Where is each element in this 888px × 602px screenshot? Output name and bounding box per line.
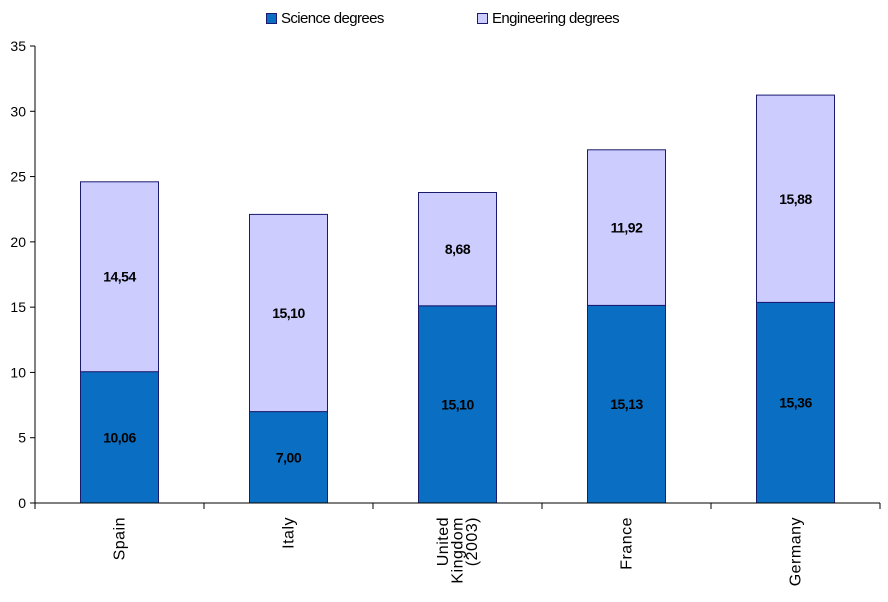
x-category-label: Germany	[788, 517, 805, 586]
data-label: 15,10	[441, 396, 474, 412]
legend-item-engineering: Engineering degrees	[477, 10, 620, 27]
data-label: 15,88	[779, 191, 812, 207]
bar-science-2	[418, 305, 497, 504]
bar-science-0	[80, 371, 159, 504]
x-category-label: Spain	[112, 517, 129, 560]
x-category-label-line: France	[619, 517, 636, 570]
bar-engineering-0	[80, 181, 159, 373]
y-tick-label: 30	[10, 103, 26, 119]
y-tick-label: 10	[10, 364, 26, 380]
x-category-label-line: Spain	[112, 517, 129, 560]
data-labels-layer: 10,06 14,54 7,00 15,10 15,10 8,68 15,13 11,92 15…	[103, 191, 813, 465]
y-tick-label: 5	[18, 430, 26, 446]
y-tick-label: 35	[10, 38, 26, 54]
bar-science-1	[249, 411, 328, 504]
data-label: 8,68	[445, 241, 471, 257]
x-category-label-line: (2003)	[464, 517, 481, 566]
bar-engineering-1	[249, 213, 328, 413]
y-tick-label: 0	[18, 495, 26, 511]
legend-item-science: Science degrees	[266, 10, 384, 27]
y-tick-label: 15	[10, 299, 26, 315]
x-category-label: UnitedKingdom(2003)	[435, 517, 481, 584]
legend-swatch-engineering	[477, 13, 488, 24]
x-category-label: Italy	[281, 517, 298, 549]
x-category-label-line: Kingdom	[450, 517, 467, 584]
bar-science-4	[756, 301, 835, 504]
legend-swatch-science	[266, 13, 277, 24]
data-label: 14,54	[103, 269, 136, 285]
data-label: 15,36	[779, 395, 812, 411]
bars-layer	[80, 94, 835, 504]
axes-layer: 0 5 10 15 20 25 30 35 Spain Italy UnitedKingdom(20…	[10, 38, 881, 586]
y-tick-label: 20	[10, 234, 26, 250]
bar-engineering-3	[587, 149, 666, 306]
x-category-label-line: Germany	[788, 517, 805, 586]
data-label: 10,06	[103, 429, 136, 445]
data-label: 15,13	[610, 396, 643, 412]
legend-label-science: Science degrees	[281, 10, 384, 27]
bar-engineering-2	[418, 192, 497, 307]
legend: Science degrees Engineering degrees	[0, 10, 888, 32]
data-label: 15,10	[272, 305, 305, 321]
data-label: 7,00	[276, 449, 302, 465]
legend-label-engineering: Engineering degrees	[492, 10, 620, 27]
x-category-label-line: United	[435, 517, 452, 566]
x-category-label: France	[619, 517, 636, 570]
x-category-label-line: Italy	[281, 517, 298, 549]
data-label: 11,92	[611, 220, 643, 236]
bar-engineering-4	[756, 94, 835, 303]
y-tick-label: 25	[10, 169, 26, 185]
